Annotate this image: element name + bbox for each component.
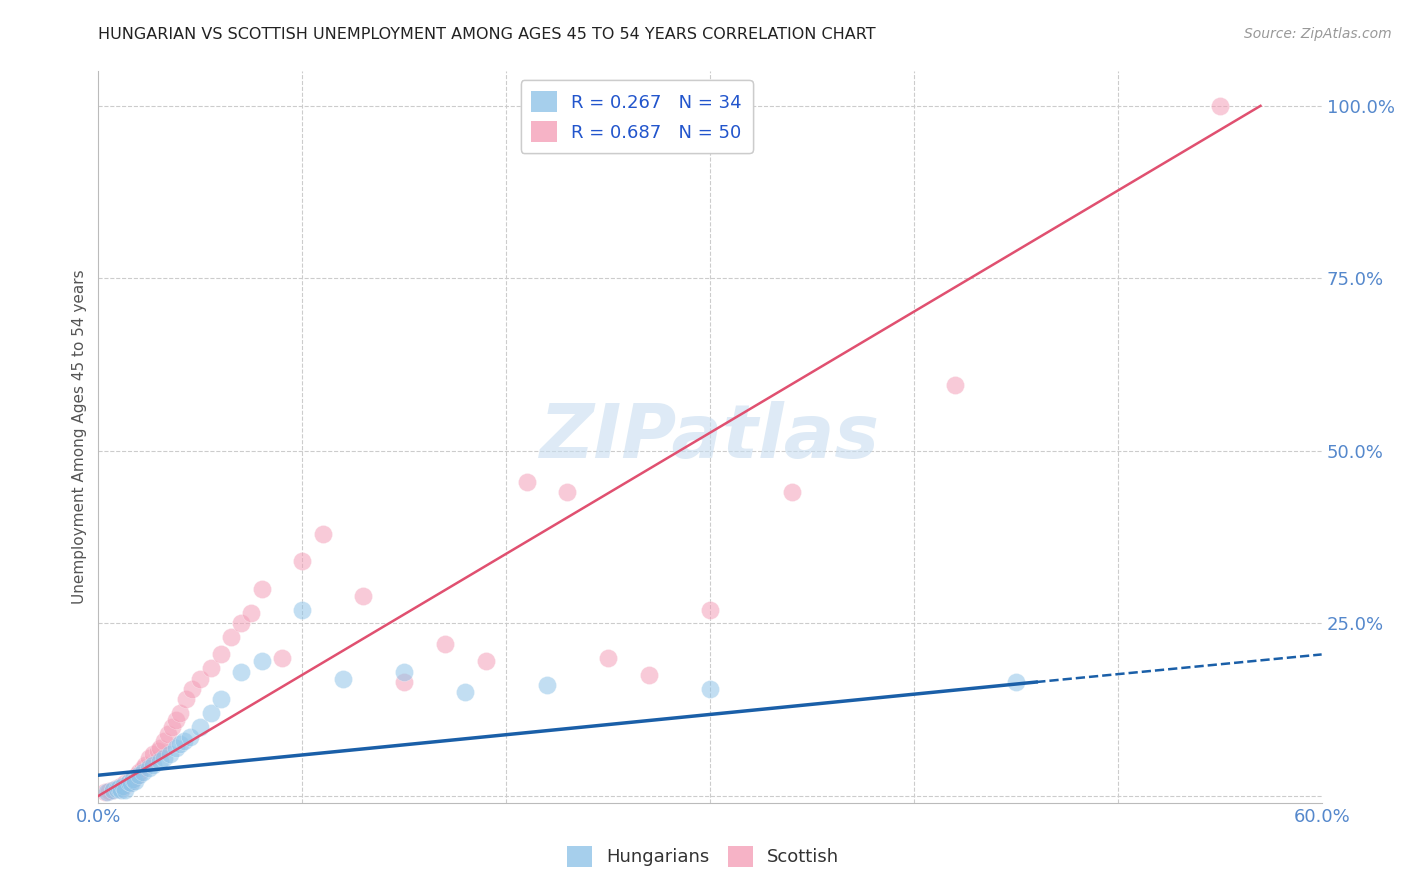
Legend: Hungarians, Scottish: Hungarians, Scottish xyxy=(560,838,846,874)
Text: Source: ZipAtlas.com: Source: ZipAtlas.com xyxy=(1244,27,1392,41)
Text: ZIPatlas: ZIPatlas xyxy=(540,401,880,474)
Text: HUNGARIAN VS SCOTTISH UNEMPLOYMENT AMONG AGES 45 TO 54 YEARS CORRELATION CHART: HUNGARIAN VS SCOTTISH UNEMPLOYMENT AMONG… xyxy=(98,27,876,42)
Legend: R = 0.267   N = 34, R = 0.687   N = 50: R = 0.267 N = 34, R = 0.687 N = 50 xyxy=(520,80,752,153)
Y-axis label: Unemployment Among Ages 45 to 54 years: Unemployment Among Ages 45 to 54 years xyxy=(72,269,87,605)
